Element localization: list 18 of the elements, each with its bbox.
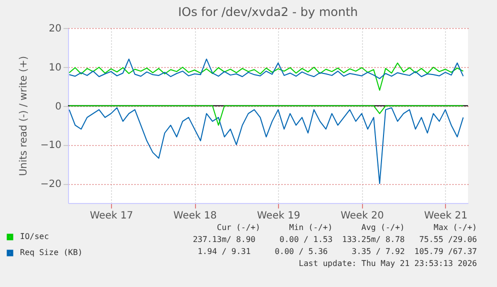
text: Cur (-/+) Min (-/+) Avg (-/+) Max (-/+) — [216, 223, 477, 232]
y-tick-label: −10 — [40, 140, 62, 152]
y-tick-label: 10 — [48, 62, 62, 74]
legend-label: Req Size (KB) — [20, 248, 83, 257]
x-tick-label: Week 21 — [424, 210, 468, 222]
y-tick-label: 20 — [48, 24, 62, 34]
y-tick-label: 0 — [55, 101, 62, 112]
x-tick-label: Week 20 — [340, 210, 384, 222]
text: 1.94 / 9.31 0.00 / 5.36 3.35 / 7.92 105.79 /67.37 — [198, 247, 477, 256]
chart-title: IOs for /dev/xvda2 - by month — [178, 5, 358, 19]
x-tick-label: Week 18 — [173, 210, 217, 222]
x-tick-label: Week 19 — [256, 210, 300, 222]
legend-label: IO/sec — [20, 232, 50, 241]
y-tick-label: −20 — [40, 179, 62, 190]
text: Last update: Thu May 21 23:53:13 2026 — [298, 259, 478, 268]
x-tick-label: Week 17 — [90, 210, 134, 222]
text: 237.13m/ 8.90 0.00 / 1.53 133.25m/ 8.78 75.55 /29.06 — [192, 235, 477, 244]
y-axis-title: Units read (-) / write (+) — [18, 56, 30, 176]
